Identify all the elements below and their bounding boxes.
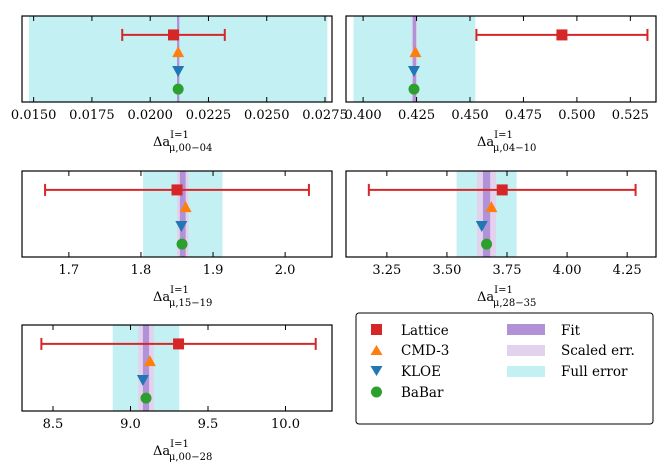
legend-cmd3-triangle-up-icon — [370, 345, 383, 355]
panel-5-xlabel: ΔaI=1 μ,00−28 — [153, 439, 212, 463]
panel-3-cmd3-point — [179, 201, 192, 213]
panel-2-xlabel: ΔaI=1 μ,04−10 — [477, 130, 536, 154]
legend-babar-circle-icon — [371, 386, 382, 398]
panel-4-xlabel: ΔaI=1 μ,28−35 — [477, 285, 536, 309]
panel-5-lattice-point — [173, 338, 185, 350]
panel-1-tick-label-1: 0.0175 — [69, 108, 115, 123]
panel-5-cmd3-point — [143, 355, 156, 367]
panel-2-kloe-point — [407, 66, 420, 78]
panel-5-axes-frame — [21, 324, 333, 412]
panel-2-tick-label-5: 0.525 — [612, 108, 649, 123]
panel-1-axes-frame — [21, 15, 333, 103]
panel-5-tick-label-3: 10.0 — [271, 417, 300, 432]
panel-2: 0.400 0.425 0.450 0.475 0.500 0.525 ΔaI=1 μ,04−… — [344, 15, 657, 154]
legend-scaled-label: Scaled err. — [561, 343, 635, 359]
panel-3-tick-label-1: 1.8 — [131, 263, 152, 278]
legend-cmd3-label: CMD-3 — [401, 343, 449, 359]
panel-2-lattice-point — [556, 29, 568, 41]
legend-entry-kloe: KLOE — [370, 364, 441, 380]
panel-1-cmd3-point — [172, 46, 185, 58]
panel-5: 8.5 9.0 9.5 10.0 ΔaI=1 μ,00−28 — [21, 324, 333, 463]
panel-5-tick-label-2: 9.5 — [198, 417, 219, 432]
panel-2-tick-label-1: 0.425 — [398, 108, 435, 123]
legend-fit-label: Fit — [561, 323, 581, 339]
panel-1-tick-label-2: 0.0200 — [127, 108, 173, 123]
panel-4-tick-label-0: 3.25 — [372, 263, 401, 278]
panel-2-tick-label-4: 0.500 — [558, 108, 595, 123]
panel-4-babar-point — [481, 238, 493, 250]
panel-2-cmd3-point — [409, 46, 422, 58]
panel-3: 1.7 1.8 1.9 2.0 ΔaI=1 μ,15−19 — [21, 170, 333, 309]
panel-3-xlabel: ΔaI=1 μ,15−19 — [153, 285, 212, 309]
panel-4-tick-label-4: 4.25 — [613, 263, 642, 278]
panel-5-fit-band — [142, 325, 150, 411]
panel-2-babar-point — [408, 83, 420, 95]
legend-entry-fit: Fit — [507, 323, 581, 339]
panel-1-tick-label-5: 0.0275 — [302, 108, 348, 123]
legend-entry-scaled: Scaled err. — [507, 343, 635, 359]
panel-4-kloe-point — [475, 221, 488, 233]
panel-3-lattice-point — [171, 184, 183, 196]
legend: Lattice CMD-3 KLOE BaBar Fit Scaled err.… — [355, 312, 654, 425]
panel-4-lattice-point — [496, 184, 508, 196]
panel-3-kloe-point — [175, 221, 188, 233]
legend-full-patch-icon — [507, 366, 545, 377]
legend-lattice-label: Lattice — [401, 323, 449, 339]
panel-5-tick-label-0: 8.5 — [43, 417, 64, 432]
legend-entry-lattice: Lattice — [371, 323, 449, 339]
panel-2-tick-label-3: 0.475 — [505, 108, 542, 123]
panel-3-tick-label-3: 2.0 — [275, 263, 296, 278]
panel-3-fit-band — [179, 171, 186, 257]
panel-5-kloe-point — [136, 375, 149, 387]
panel-4-fit-band — [482, 171, 491, 257]
legend-kloe-triangle-down-icon — [370, 366, 383, 376]
panel-2-tick-label-2: 0.450 — [451, 108, 488, 123]
legend-entry-babar: BaBar — [371, 385, 444, 401]
panel-1: 0.0150 0.0175 0.0200 0.0225 0.0250 0.0275 ΔaI=… — [11, 15, 348, 154]
panel-5-tick-label-1: 9.0 — [120, 417, 141, 432]
panel-4-cmd3-point — [485, 201, 498, 213]
panel-1-fit-band — [177, 16, 180, 102]
panel-4: 3.25 3.50 3.75 4.00 4.25 ΔaI=1 μ,28−35 — [345, 170, 657, 309]
panel-1-tick-label-3: 0.0225 — [186, 108, 232, 123]
panel-3-babar-point — [176, 238, 188, 250]
panel-1-lattice-point — [168, 29, 180, 41]
legend-entry-full: Full error — [507, 364, 628, 380]
panel-2-tick-label-0: 0.400 — [344, 108, 381, 123]
panel-1-kloe-point — [172, 66, 185, 78]
panel-4-tick-label-3: 4.00 — [553, 263, 582, 278]
panel-1-xlabel: ΔaI=1 μ,00−04 — [153, 130, 212, 154]
panel-3-tick-label-2: 1.9 — [203, 263, 224, 278]
legend-fit-patch-icon — [507, 324, 545, 335]
panel-2-fit-band — [412, 16, 417, 102]
panel-3-tick-label-0: 1.7 — [59, 263, 80, 278]
panel-4-tick-label-2: 3.75 — [493, 263, 522, 278]
panel-5-babar-point — [140, 392, 152, 404]
panel-4-axes-frame — [345, 170, 657, 258]
legend-lattice-square-icon — [371, 324, 382, 335]
panel-4-tick-label-1: 3.50 — [432, 263, 461, 278]
legend-scaled-patch-icon — [507, 345, 545, 356]
panel-1-tick-label-4: 0.0250 — [244, 108, 290, 123]
legend-babar-label: BaBar — [401, 385, 444, 401]
legend-frame — [355, 312, 654, 425]
legend-kloe-label: KLOE — [401, 364, 441, 380]
legend-full-label: Full error — [561, 364, 628, 380]
panel-1-babar-point — [172, 83, 184, 95]
legend-entry-cmd3: CMD-3 — [370, 343, 449, 359]
panel-3-axes-frame — [21, 170, 333, 258]
panel-2-axes-frame — [345, 15, 657, 103]
panel-1-tick-label-0: 0.0150 — [11, 108, 57, 123]
